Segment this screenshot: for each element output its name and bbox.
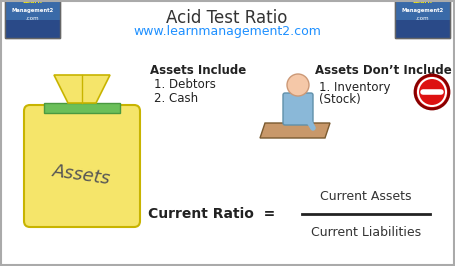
Bar: [5, 20, 60, 38]
Text: Current Assets: Current Assets: [320, 189, 412, 202]
Text: Assets Include: Assets Include: [150, 64, 246, 77]
Text: 1. Debtors: 1. Debtors: [154, 77, 216, 90]
Bar: [395, 0, 450, 38]
Bar: [44, 103, 120, 113]
Circle shape: [287, 74, 309, 96]
FancyBboxPatch shape: [24, 105, 140, 227]
Bar: [5, 0, 60, 20]
Bar: [395, 20, 450, 38]
Text: Assets: Assets: [52, 162, 112, 188]
Circle shape: [415, 75, 449, 109]
Polygon shape: [260, 123, 330, 138]
Text: Learn: Learn: [413, 0, 433, 5]
Bar: [395, 0, 450, 20]
Text: Acid Test Ratio: Acid Test Ratio: [167, 9, 288, 27]
Text: www.learnmanagement2.com: www.learnmanagement2.com: [133, 26, 321, 39]
Bar: [5, 0, 60, 38]
Text: (Stock): (Stock): [319, 94, 361, 106]
Bar: [395, 0, 450, 38]
Text: .com: .com: [25, 16, 39, 21]
FancyBboxPatch shape: [283, 93, 313, 125]
Text: .com: .com: [416, 16, 430, 21]
Bar: [5, 0, 60, 38]
Text: Learn: Learn: [22, 0, 42, 5]
Text: Management2: Management2: [11, 8, 54, 13]
Text: Current Liabilities: Current Liabilities: [311, 226, 421, 239]
Text: Current Ratio  =: Current Ratio =: [148, 207, 275, 221]
Text: Management2: Management2: [401, 8, 444, 13]
Text: 1. Inventory: 1. Inventory: [319, 81, 390, 94]
Text: Assets Don’t Include: Assets Don’t Include: [315, 64, 452, 77]
Polygon shape: [54, 75, 110, 103]
Text: 2. Cash: 2. Cash: [154, 92, 198, 105]
